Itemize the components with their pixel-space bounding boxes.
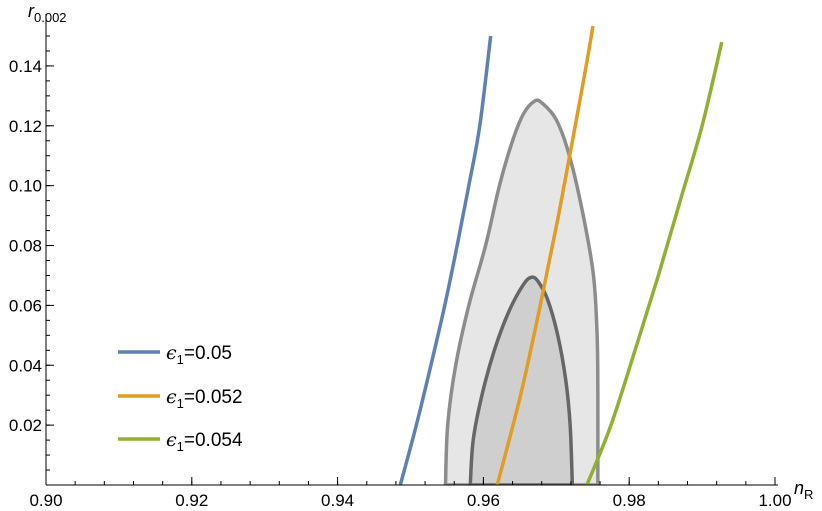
y-tick-label: 0.04 [9, 356, 42, 375]
y-tick-label: 0.12 [9, 117, 42, 136]
contour-inner [468, 275, 575, 485]
series-line-3 [585, 41, 724, 485]
x-axis-title: nR [794, 478, 813, 502]
legend: ϵ1=0.05 ϵ1=0.052 ϵ1=0.054 [118, 342, 243, 454]
legend-label-1: ϵ1=0.05 [166, 342, 232, 367]
y-tick-label: 0.02 [9, 416, 42, 435]
x-tick-label: 0.94 [321, 491, 354, 510]
x-tick-label: 0.90 [29, 491, 62, 510]
y-tick-label: 0.08 [9, 237, 42, 256]
y-tick-label: 0.14 [9, 57, 42, 76]
x-tick-label: 0.98 [613, 491, 646, 510]
x-tick-label: 1.00 [758, 491, 791, 510]
legend-label-3: ϵ1=0.054 [166, 429, 243, 454]
x-tick-label: 0.96 [467, 491, 500, 510]
y-axis-title: r0.002 [28, 1, 67, 25]
x-tick-label: 0.92 [175, 491, 208, 510]
legend-label-2: ϵ1=0.052 [166, 386, 243, 411]
axes: 0.90 0.92 0.94 0.96 0.98 1.00 0.02 0.04 0.06 0.08… [9, 1, 814, 510]
series-lines [398, 26, 724, 485]
confidence-contours [443, 98, 600, 485]
y-tick-label: 0.10 [9, 177, 42, 196]
series-line-1 [398, 35, 493, 485]
y-tick-label: 0.06 [9, 296, 42, 315]
series-line-2 [495, 26, 595, 485]
